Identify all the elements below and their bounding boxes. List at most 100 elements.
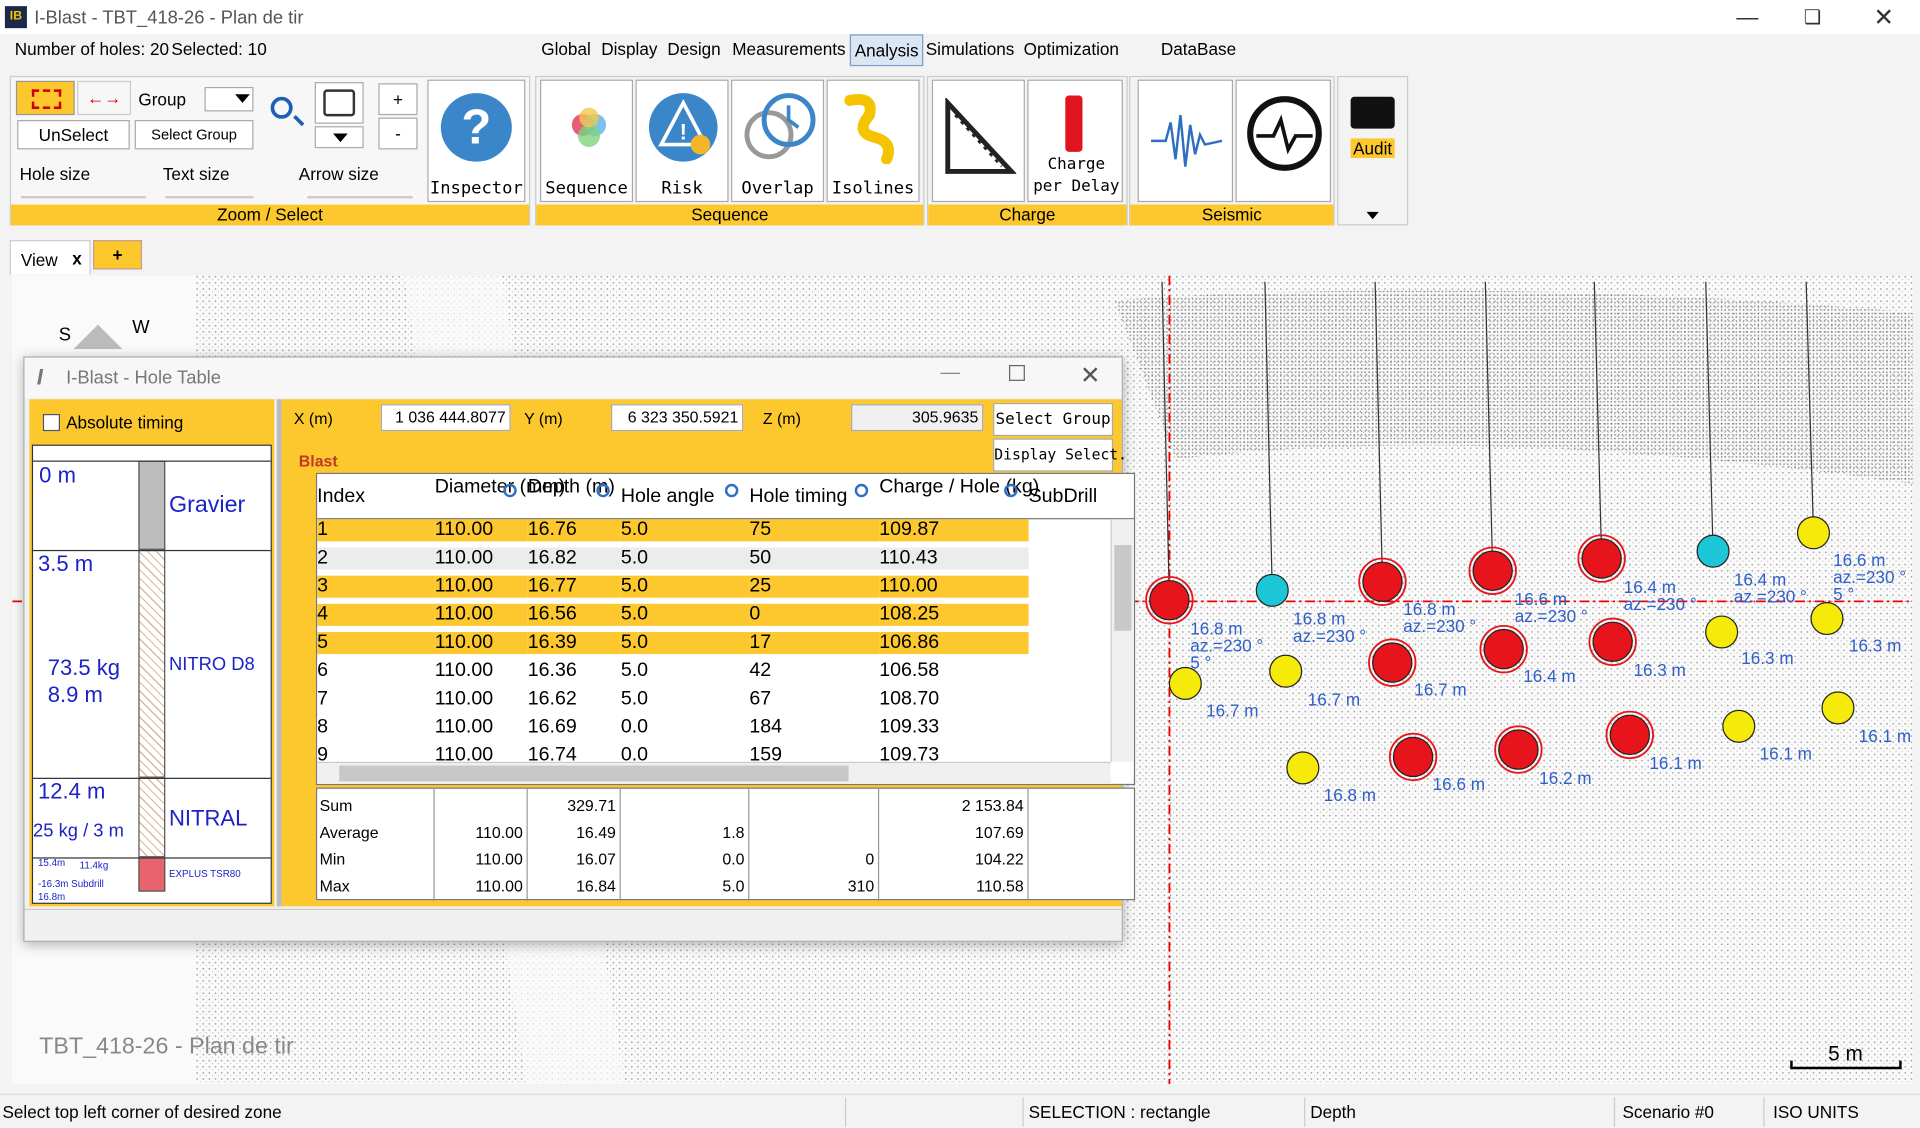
button-icon (571, 107, 607, 147)
button-label: Risk (661, 178, 703, 199)
dialog-minimize[interactable]: — (940, 362, 961, 384)
tab-close[interactable]: x (72, 248, 82, 269)
rect-select-button[interactable] (15, 80, 75, 116)
filter-icon[interactable] (1004, 483, 1018, 498)
x-field[interactable]: 1 036 444.8077 (380, 404, 511, 432)
filter-icon[interactable] (724, 483, 739, 498)
sequence-button[interactable]: Isolines (826, 79, 920, 203)
menu-item[interactable]: Design (667, 39, 721, 59)
ribbon-expand[interactable] (1366, 211, 1379, 220)
zoom-dropdown[interactable] (314, 126, 364, 149)
button-label: Sequence (545, 178, 628, 199)
table-cell: 6 (317, 660, 435, 683)
select-group-button[interactable]: Select Group (993, 402, 1114, 437)
column-line (748, 788, 750, 902)
menu-item[interactable]: Simulations (925, 39, 1015, 59)
hole-ring (1577, 534, 1626, 583)
column-header[interactable]: Hole timing (749, 486, 848, 508)
menu-item[interactable]: DataBase (1160, 39, 1237, 59)
select-group-button[interactable]: Select Group (134, 120, 254, 150)
charge-icon-button[interactable] (931, 79, 1025, 203)
column-header[interactable]: SubDrill (1028, 486, 1098, 508)
summary-cell: 16.49 (576, 823, 616, 842)
menu-item[interactable]: Optimization (1023, 39, 1119, 59)
table-cell: 16.62 (527, 688, 621, 711)
absolute-timing-checkbox[interactable] (42, 413, 61, 432)
hole-label: 16.1 m (1649, 753, 1701, 773)
y-field[interactable]: 6 323 350.5921 (611, 404, 744, 432)
audit-group: Audit (1337, 75, 1409, 226)
ribbon: ←→ Group UnSelect Select Group Hole size… (0, 71, 1920, 231)
plus-button[interactable]: + (378, 83, 418, 116)
column-header[interactable]: Depth (m) (527, 476, 615, 498)
menu-item[interactable]: Measurements (732, 39, 846, 59)
maximize-button[interactable]: ❏ (1803, 7, 1822, 29)
filter-icon[interactable] (503, 483, 517, 498)
splitter[interactable] (276, 399, 282, 907)
minus-button[interactable]: - (378, 117, 418, 150)
waveform-button[interactable] (1137, 79, 1234, 203)
hole-label: 16.3 m (1849, 636, 1901, 656)
sequence-button[interactable]: Sequence (540, 79, 634, 203)
hole-ring (1358, 557, 1407, 606)
strata-text: 25 kg / 3 m (33, 820, 124, 842)
audit-button[interactable]: Audit (1350, 138, 1395, 158)
hole-label: 16.4 m (1523, 666, 1575, 686)
hole-grid: Index Diameter (mm) Depth (m) Hole angle Hol… (315, 472, 1136, 786)
strata-line (33, 857, 271, 859)
column-header[interactable]: Hole angle (620, 486, 715, 508)
sequence-button[interactable]: ! Risk (635, 79, 729, 203)
menu-item[interactable]: Display (601, 39, 658, 59)
app-icon: IB (4, 6, 27, 29)
inspector-button[interactable]: ? Inspector (427, 79, 526, 203)
dialog-close[interactable]: ✕ (1080, 362, 1101, 390)
hole (1796, 516, 1831, 550)
seismograph-button[interactable] (1235, 79, 1332, 203)
close-button[interactable]: ✕ (1873, 4, 1895, 32)
hole-table-dialog: I I-Blast - Hole Table — ✕ Absolute timi… (23, 356, 1136, 942)
strata-line (33, 549, 271, 552)
dialog-icon: I (36, 364, 43, 390)
hole-size-slider[interactable] (20, 195, 146, 199)
column-header[interactable]: Charge / Hole (kg) (879, 476, 1040, 498)
group-dropdown[interactable] (204, 86, 254, 112)
strata-text: 0 m (39, 462, 76, 488)
hole-label: 16.4 m (1734, 569, 1786, 589)
table-cell: 5.0 (620, 519, 750, 542)
hole (1609, 714, 1651, 756)
filter-icon[interactable] (596, 483, 610, 498)
arrow-size-slider[interactable] (307, 195, 413, 199)
filter-icon[interactable] (854, 483, 869, 498)
inspector-label: Inspector (429, 178, 523, 199)
summary-cell: 310 (847, 876, 875, 896)
table-cell: 106.58 (879, 660, 1029, 683)
zoom-extent-button[interactable] (314, 82, 364, 124)
hole-label: az.=230 ° (1734, 587, 1807, 607)
charge-per-delay-button[interactable]: Charge per Delay (1027, 79, 1123, 203)
scroll-thumb[interactable] (1114, 545, 1132, 631)
display-select-button[interactable]: Display Select. (993, 438, 1127, 472)
scroll-thumb[interactable] (339, 765, 849, 782)
hole-label: 16.8 m (1190, 618, 1242, 638)
unselect-button[interactable]: UnSelect (17, 120, 130, 150)
arrow-size-label: Arrow size (298, 164, 379, 184)
zoom-select-group: ←→ Group UnSelect Select Group Hole size… (9, 75, 531, 226)
minimize-button[interactable]: — (1736, 4, 1759, 30)
dialog-maximize[interactable] (1008, 364, 1025, 381)
text-size-slider[interactable] (165, 195, 254, 199)
blast-label: Blast (298, 451, 338, 471)
hole-label: 5 ° (1190, 653, 1211, 673)
menu-item[interactable]: Analysis (849, 34, 924, 67)
table-cell: 5.0 (620, 688, 750, 711)
sequence-button[interactable]: Overlap (731, 79, 825, 203)
menu-item[interactable]: Global (541, 39, 591, 59)
table-cell: 159 (749, 744, 880, 767)
line-select-button[interactable]: ←→ (77, 80, 132, 116)
view-tab[interactable]: View x (9, 240, 91, 275)
button-icon (844, 94, 895, 165)
group-label: Group (138, 89, 187, 110)
dialog-title-bar: I I-Blast - Hole Table — ✕ (24, 357, 1122, 399)
zoom-button[interactable] (268, 94, 305, 131)
add-tab[interactable]: + (93, 240, 143, 270)
column-header[interactable]: Index (317, 486, 366, 508)
